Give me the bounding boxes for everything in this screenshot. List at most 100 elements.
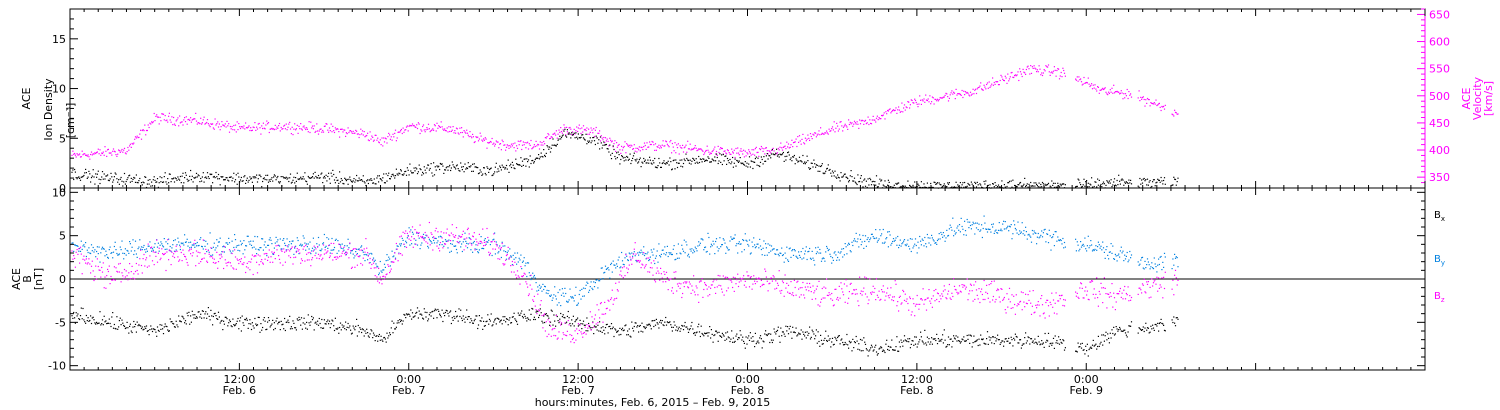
velocity-point xyxy=(644,144,646,147)
bx-point xyxy=(228,322,230,324)
velocity-point xyxy=(745,155,747,157)
bx-point xyxy=(296,318,298,320)
ion-density-point xyxy=(119,178,121,180)
velocity-point xyxy=(924,101,926,103)
velocity-point xyxy=(975,92,978,95)
ion-density-point xyxy=(720,161,722,163)
by-point xyxy=(732,238,734,240)
velocity-point xyxy=(814,132,816,134)
ion-density-point xyxy=(625,159,627,161)
velocity-point xyxy=(206,121,208,124)
velocity-point xyxy=(990,85,992,87)
by-point xyxy=(932,239,934,241)
by-point xyxy=(328,238,330,240)
ion-density-point xyxy=(787,151,790,153)
velocity-point xyxy=(1014,75,1016,77)
ion-density-point xyxy=(616,157,618,159)
bx-point xyxy=(726,338,728,340)
ion-density-point xyxy=(660,166,662,168)
ion-density-point xyxy=(197,174,199,176)
bx-point xyxy=(477,324,480,326)
bx-point xyxy=(385,341,387,343)
bx-point xyxy=(75,312,77,314)
velocity-point xyxy=(295,128,297,130)
velocity-point xyxy=(87,154,89,156)
ion-density-point xyxy=(665,163,667,165)
bx-point xyxy=(1054,335,1056,337)
velocity-point xyxy=(140,129,142,131)
ion-density-point xyxy=(112,179,115,181)
bx-point xyxy=(340,329,342,331)
bx-point xyxy=(275,320,277,322)
bx-point xyxy=(139,324,141,327)
ion-density-point xyxy=(468,166,470,168)
ion-density-point xyxy=(405,170,407,172)
bx-point xyxy=(150,325,152,327)
ion-density-point xyxy=(888,181,890,183)
by-point xyxy=(103,248,105,250)
ion-density-point xyxy=(569,133,571,135)
by-point xyxy=(904,244,906,246)
bx-point xyxy=(130,330,132,332)
by-point xyxy=(943,235,945,237)
by-point xyxy=(499,249,502,251)
bx-point xyxy=(561,316,563,318)
velocity-point xyxy=(416,127,419,130)
bx-point xyxy=(319,322,321,325)
ion-density-point xyxy=(363,181,365,183)
by-point xyxy=(914,243,916,245)
velocity-point xyxy=(357,133,359,135)
ion-density-point xyxy=(574,137,576,139)
bx-point xyxy=(787,333,790,335)
ion-density-point xyxy=(83,174,85,177)
velocity-point xyxy=(604,137,607,139)
ion-density-point xyxy=(1022,185,1024,187)
ion-density-point xyxy=(1118,174,1120,176)
bx-point xyxy=(147,330,149,332)
by-point xyxy=(129,241,131,243)
ion-density-point xyxy=(915,186,917,188)
ion-density-point xyxy=(1157,178,1159,180)
ion-density-point xyxy=(743,164,745,166)
bx-point xyxy=(1043,346,1045,348)
by-point xyxy=(719,237,721,239)
bx-point xyxy=(1108,342,1110,344)
velocity-point xyxy=(582,131,584,133)
bx-point xyxy=(162,328,164,330)
bx-point xyxy=(261,329,263,331)
bx-point xyxy=(97,322,99,324)
ion-density-point xyxy=(752,167,754,170)
ion-density-point xyxy=(626,155,628,158)
ion-density-point xyxy=(593,140,596,142)
velocity-point xyxy=(428,128,430,130)
ion-density-point xyxy=(303,178,305,180)
bx-point xyxy=(783,333,785,335)
bx-point xyxy=(671,326,673,328)
by-point xyxy=(656,250,658,252)
velocity-point xyxy=(342,131,344,133)
ion-density-point xyxy=(781,154,783,156)
bx-point xyxy=(203,317,205,319)
bx-point xyxy=(817,331,819,333)
velocity-point xyxy=(237,129,239,131)
bx-point xyxy=(101,319,104,321)
by-point xyxy=(130,250,132,252)
ion-density-point xyxy=(827,164,829,166)
bx-point xyxy=(272,319,274,321)
velocity-point xyxy=(699,148,701,150)
ion-density-point xyxy=(1140,183,1142,185)
by-point xyxy=(585,284,587,286)
velocity-point xyxy=(918,103,920,105)
bx-point xyxy=(683,325,685,327)
velocity-point xyxy=(1038,65,1040,67)
ion-density-point xyxy=(361,180,364,182)
velocity-point xyxy=(472,133,474,135)
bx-point xyxy=(409,315,411,317)
bx-point xyxy=(689,328,691,330)
bx-point xyxy=(1033,342,1035,344)
velocity-point xyxy=(892,109,894,112)
bx-point xyxy=(177,326,179,328)
by-point xyxy=(602,278,604,280)
by-point xyxy=(369,262,371,264)
ion-density-point xyxy=(105,175,107,177)
